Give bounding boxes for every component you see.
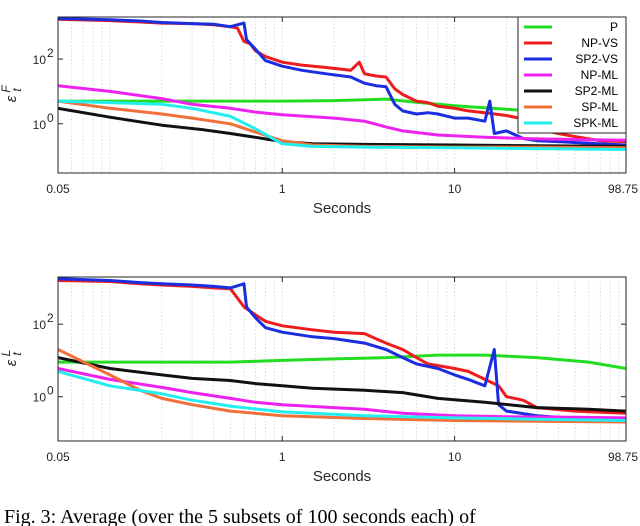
series-line-sp-ml — [58, 348, 626, 424]
x-tick-label: 0.05 — [46, 182, 70, 196]
y-axis-subscript: t — [10, 88, 24, 92]
y-axis-superscript: F — [0, 85, 13, 93]
series-line-spk-ml — [58, 369, 626, 422]
y-tick-exponent: 0 — [47, 384, 54, 398]
series-line-sp2-vs — [58, 277, 626, 422]
y-tick-exponent: 2 — [47, 46, 54, 60]
y-tick-label: 10 — [33, 53, 47, 67]
series-line-spk-ml — [58, 99, 626, 151]
legend-label: NP-ML — [581, 68, 619, 82]
x-tick-label: 0.05 — [46, 450, 70, 464]
plot-area — [58, 277, 626, 424]
legend-label: SP2-ML — [575, 84, 619, 98]
x-tick-label: 98.75 — [608, 182, 638, 196]
y-axis-subscript: t — [10, 352, 24, 356]
axes-box — [57, 276, 627, 442]
series-line-np-ml — [58, 84, 626, 142]
legend-label: SP2-VS — [575, 52, 618, 66]
legend: P NP-VS SP2-VS NP-ML SP2-ML SP-ML SPK-ML — [517, 16, 627, 134]
plot-area — [58, 17, 626, 151]
y-axis-symbol: ε — [3, 359, 20, 366]
x-tick-label: 98.75 — [608, 450, 638, 464]
series-line-p — [58, 353, 626, 370]
series-line-sp2-ml — [58, 356, 626, 413]
y-tick-exponent: 0 — [47, 111, 54, 125]
legend-label: SP-ML — [581, 100, 618, 114]
x-axis-label: Seconds — [313, 200, 371, 217]
x-tick-label: 10 — [448, 450, 462, 464]
y-axis-symbol: ε — [3, 95, 20, 102]
y-axis-label: εFt — [0, 85, 24, 103]
x-axis-label: Seconds — [313, 468, 371, 485]
legend-label: NP-VS — [581, 36, 618, 50]
figure-caption: Fig. 3: Average (over the 5 subsets of 1… — [4, 506, 476, 526]
y-tick-exponent: 2 — [47, 311, 54, 325]
y-tick-label: 10 — [33, 318, 47, 332]
series-line-sp2-vs — [58, 17, 626, 147]
y-axis-label: εLt — [0, 350, 24, 367]
x-tick-label: 1 — [279, 182, 286, 196]
y-tick-label: 10 — [33, 118, 47, 132]
series-line-np-ml — [58, 367, 626, 420]
series-line-np-vs — [58, 279, 626, 415]
y-axis-superscript: L — [0, 350, 13, 357]
x-tick-label: 10 — [448, 182, 462, 196]
legend-label: P — [610, 20, 618, 34]
y-tick-label: 10 — [33, 391, 47, 405]
legend-label: SPK-ML — [573, 116, 618, 130]
series-line-sp2-ml — [58, 106, 626, 148]
x-tick-label: 1 — [279, 450, 286, 464]
